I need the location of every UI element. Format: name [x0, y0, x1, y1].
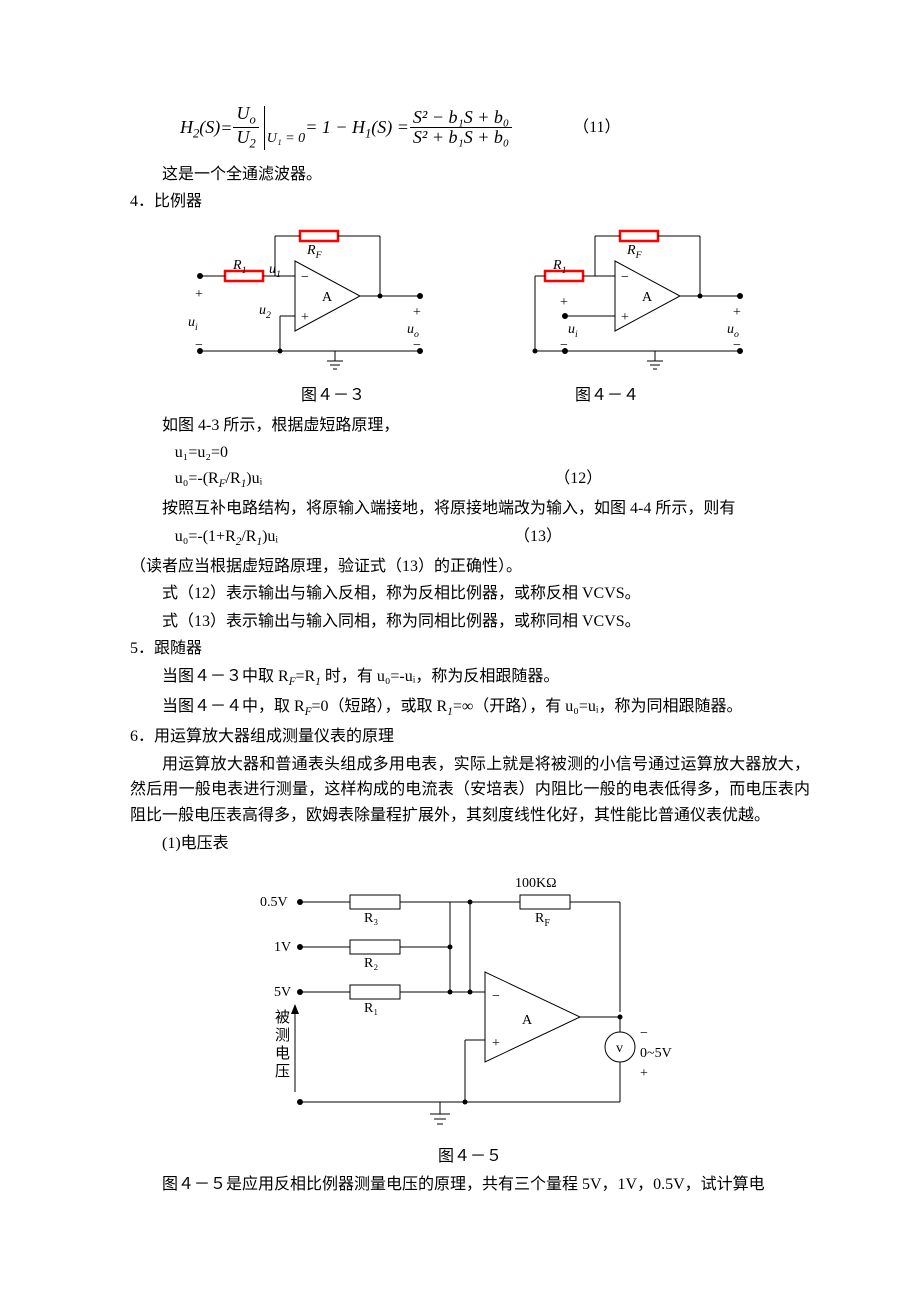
svg-text:电: 电 — [275, 1045, 290, 1062]
svg-text:RF: RF — [306, 243, 323, 261]
svg-text:+: + — [640, 1066, 648, 1081]
svg-text:1V: 1V — [274, 940, 291, 955]
fig-captions-34: 图４－３ 图４－４ — [130, 383, 810, 409]
text-eq12: 式（12）表示输出与输入反相，称为反相比例器，或称反相 VCVS。 — [130, 581, 810, 607]
heading-6: 6．用运算放大器组成测量仪表的原理 — [130, 724, 810, 750]
caption-4-5: 图４－５ — [130, 1144, 810, 1170]
svg-text:−: − — [195, 338, 203, 353]
svg-text:R1: R1 — [232, 258, 246, 276]
text-6b: (1)电压表 — [130, 831, 810, 857]
text-43a: 如图 4-3 所示，根据虚短路原理， — [130, 413, 810, 439]
svg-text:−: − — [733, 338, 741, 353]
svg-text:测: 测 — [275, 1027, 290, 1044]
svg-text:+: + — [413, 305, 421, 320]
eq-13: u₀=-(1+R2/R1)uᵢ （13） — [175, 524, 810, 552]
svg-text:R1: R1 — [552, 258, 566, 276]
eq-u1u2: u₁=u₂=0 — [175, 440, 810, 466]
svg-text:−: − — [413, 338, 421, 353]
eval-cond: U₁ = 0 — [267, 106, 305, 150]
text-swap: 按照互补电路结构，将原输入端接地，将原接地端改为输入，如图 4-4 所示，则有 — [130, 496, 810, 522]
text-6a: 用运算放大器和普通表头组成多用电表，实际上就是将被测的小信号通过运算放大器放大，… — [130, 752, 810, 829]
figure-row-43-44: RF R1 u1 A − + u2 — [130, 221, 810, 381]
svg-text:+: + — [301, 310, 309, 325]
formula-11: H2(S) = Uo U2 U₁ = 0 = 1 − H1(S) = S² − … — [180, 104, 810, 152]
mid-expr: = 1 − H1(S) = — [305, 113, 409, 144]
heading-5: 5．跟随器 — [130, 636, 810, 662]
text-verify: （读者应当根据虚短路原理，验证式（13）的正确性）。 — [130, 554, 810, 580]
text-last: 图４－５是应用反相比例器测量电压的原理，共有三个量程 5V，1V，0.5V，试计… — [130, 1172, 810, 1198]
figure-4-5-wrap: 0.5V R₃ 1V R₂ 5V R₁ 1 — [130, 862, 810, 1142]
svg-text:−: − — [621, 270, 629, 285]
eq-sign: = — [220, 114, 232, 143]
eq-label-12: （12） — [554, 466, 602, 492]
svg-text:A: A — [522, 1013, 533, 1028]
svg-text:ui: ui — [568, 322, 578, 340]
svg-text:压: 压 — [275, 1063, 290, 1080]
svg-text:被: 被 — [275, 1009, 290, 1026]
text-5b: 当图４－４中，取 RF=0（短路），或取 R1=∞（开路），有 u₀=uᵢ，称为… — [130, 694, 810, 722]
svg-text:5V: 5V — [274, 985, 291, 1000]
figure-4-5: 0.5V R₃ 1V R₂ 5V R₁ 1 — [260, 862, 680, 1142]
svg-text:A: A — [322, 290, 333, 305]
svg-text:−: − — [492, 989, 500, 1004]
h2s: H2(S) — [180, 113, 220, 144]
caption-4-3: 图４－３ — [301, 383, 365, 409]
svg-text:−: − — [301, 270, 309, 285]
svg-text:RF: RF — [535, 911, 550, 929]
eq-label-13: （13） — [514, 524, 562, 550]
heading-4: 4．比例器 — [130, 189, 810, 215]
figure-4-4: RF R1 A − + ui + − — [505, 221, 755, 381]
eq-12: u₀=-(RF/R1)uᵢ （12） — [175, 466, 810, 494]
frac-transfer: S² − b₁S + b₀ S² + b₁S + b₀ — [410, 108, 512, 149]
svg-text:R₃: R₃ — [364, 911, 378, 926]
eq-label-11: （11） — [573, 115, 620, 141]
svg-text:u2: u2 — [259, 303, 271, 321]
frac-uo-u2: Uo U2 — [233, 104, 258, 152]
figure-4-3: RF R1 u1 A − + u2 — [185, 221, 435, 381]
caption-4-4: 图４－４ — [575, 383, 639, 409]
svg-text:0.5V: 0.5V — [260, 895, 288, 910]
text-eq13: 式（13）表示输出与输入同相，称为同相比例器，或称同相 VCVS。 — [130, 609, 810, 635]
svg-text:0~5V: 0~5V — [640, 1046, 672, 1061]
svg-text:u1: u1 — [269, 262, 281, 280]
svg-text:R₂: R₂ — [364, 956, 378, 971]
svg-text:R₁: R₁ — [364, 1001, 378, 1016]
svg-text:ui: ui — [188, 315, 198, 333]
svg-text:+: + — [492, 1036, 500, 1051]
svg-text:+: + — [195, 287, 203, 302]
svg-text:+: + — [621, 310, 629, 325]
text-allpass: 这是一个全通滤波器。 — [130, 162, 810, 188]
svg-text:+: + — [733, 305, 741, 320]
svg-text:A: A — [642, 290, 653, 305]
eval-bar — [264, 106, 265, 150]
svg-text:v: v — [616, 1041, 623, 1056]
svg-text:RF: RF — [626, 243, 643, 261]
svg-text:100KΩ: 100KΩ — [515, 876, 557, 891]
svg-text:−: − — [640, 1026, 648, 1041]
svg-text:+: + — [560, 295, 568, 310]
text-5a: 当图４－３中取 RF=R1 时，有 u₀=-uᵢ，称为反相跟随器。 — [130, 664, 810, 692]
